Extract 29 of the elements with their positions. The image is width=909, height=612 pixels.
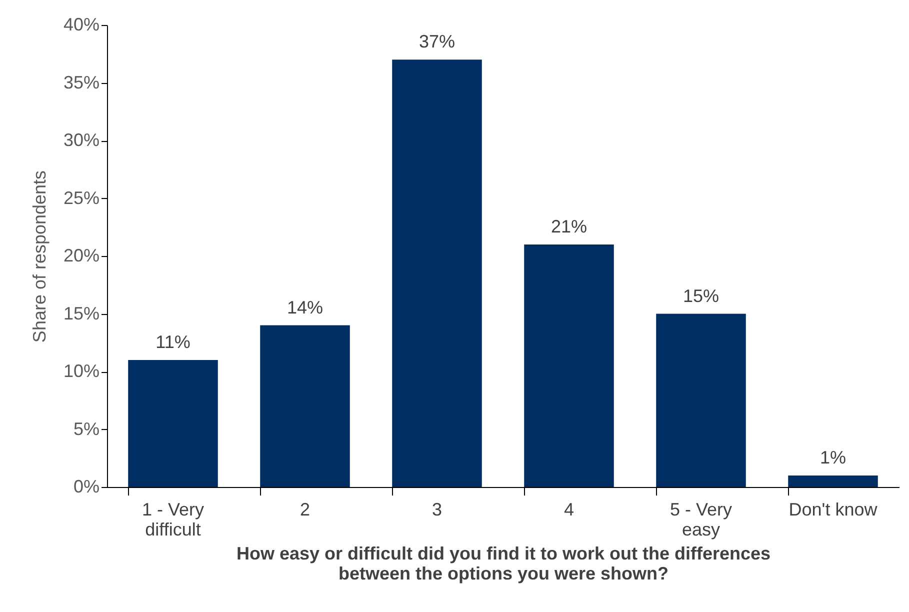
bar — [392, 60, 482, 487]
y-tick-label: 30% — [63, 130, 100, 150]
x-tick-label: 5 - Very easy — [670, 500, 732, 540]
x-tick-label: Don't know — [788, 500, 878, 520]
data-label: 21% — [550, 216, 588, 236]
y-tick-label: 20% — [63, 246, 100, 266]
y-tick-label: 5% — [73, 418, 100, 439]
data-label: 11% — [156, 332, 190, 352]
y-axis-title: Share of respondents — [29, 170, 50, 343]
bar — [260, 325, 350, 487]
y-tick-label: 40% — [63, 14, 100, 34]
y-tick-label: 25% — [63, 188, 100, 208]
x-tick-label: 3 — [432, 500, 442, 520]
y-tick-label: 0% — [73, 476, 100, 496]
y-tick-label: 35% — [63, 72, 100, 92]
y-tick-label: 15% — [63, 303, 100, 324]
data-label: 15% — [682, 286, 720, 306]
x-tick-label: 2 — [300, 500, 310, 520]
x-tick-label: 1 - Very difficult — [142, 500, 204, 540]
x-axis-title: How easy or difficult did you find it to work out the differences between the options you were shown? — [236, 544, 771, 584]
y-tick-label: 10% — [63, 361, 100, 381]
x-tick-label: 4 — [564, 500, 574, 520]
bar — [128, 360, 218, 487]
bar — [656, 314, 746, 487]
data-label: 1% — [820, 447, 846, 468]
data-label: 14% — [286, 297, 324, 318]
bar — [788, 475, 878, 487]
bar — [524, 244, 614, 487]
data-label: 37% — [418, 32, 456, 52]
